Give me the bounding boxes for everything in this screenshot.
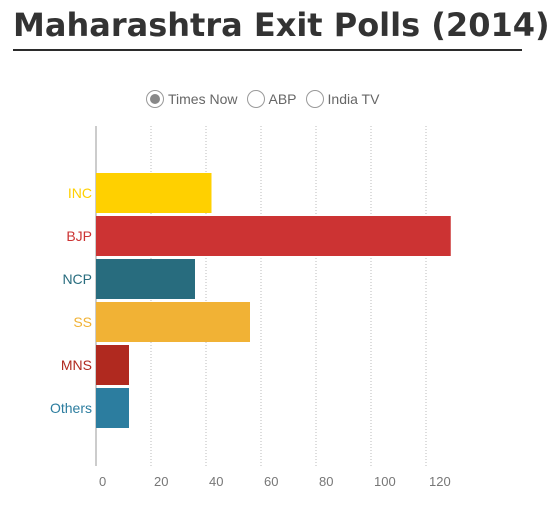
title-underline [13,49,522,51]
x-tick-label: 20 [154,474,168,489]
x-tick-label: 80 [319,474,333,489]
radio-label: ABP [268,91,297,107]
category-label: INC [68,185,92,201]
bar-mns [96,345,129,385]
chart-title: Maharashtra Exit Polls (2014) [13,6,550,44]
poll-source-selector: Times Now ABP India TV [146,88,388,110]
category-label: BJP [66,228,92,244]
x-tick-label: 40 [209,474,223,489]
radio-label: Times Now [168,91,238,107]
radio-button[interactable] [146,90,164,108]
radio-button[interactable] [246,90,265,108]
x-tick-label: 60 [264,474,278,489]
bar-ncp [96,259,195,299]
x-tick-label: 100 [374,474,396,489]
radio-option-times-now[interactable]: Times Now [146,90,238,108]
bar-ss [96,302,250,342]
radio-option-india-tv[interactable]: India TV [305,90,380,108]
category-label: SS [73,314,92,330]
category-label: Others [50,400,92,416]
bar-inc [96,173,212,213]
x-tick-label: 120 [429,474,451,489]
radio-button[interactable] [305,90,324,108]
bar-bjp [96,216,451,256]
x-tick-label: 0 [99,474,106,489]
category-label: MNS [61,357,92,373]
radio-label: India TV [327,91,380,107]
bar-others [96,388,129,428]
category-label: NCP [62,271,92,287]
radio-option-abp[interactable]: ABP [246,90,297,108]
